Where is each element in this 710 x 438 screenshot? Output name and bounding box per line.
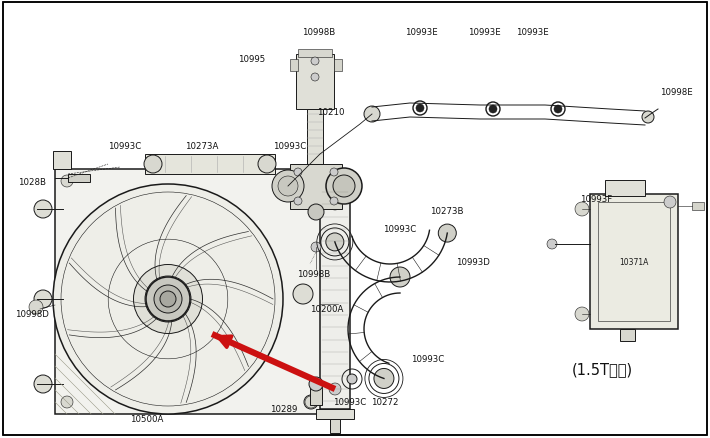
Circle shape xyxy=(304,395,318,409)
Circle shape xyxy=(29,300,43,314)
Circle shape xyxy=(258,155,276,173)
Circle shape xyxy=(145,276,191,322)
Text: 10998E: 10998E xyxy=(660,88,693,97)
Circle shape xyxy=(308,205,324,220)
Text: 10993E: 10993E xyxy=(468,28,501,37)
Text: 10993E: 10993E xyxy=(405,28,438,37)
Circle shape xyxy=(347,374,357,384)
Circle shape xyxy=(329,198,341,211)
Circle shape xyxy=(554,106,562,114)
Circle shape xyxy=(364,107,380,123)
Text: 10289: 10289 xyxy=(270,404,297,413)
Bar xyxy=(307,110,323,165)
Circle shape xyxy=(305,396,317,408)
Circle shape xyxy=(294,169,302,177)
Circle shape xyxy=(304,175,318,189)
Circle shape xyxy=(34,201,52,219)
Text: 10500A: 10500A xyxy=(130,414,163,423)
Text: 10993C: 10993C xyxy=(108,141,141,151)
Text: 10993D: 10993D xyxy=(456,258,490,266)
Circle shape xyxy=(154,285,182,313)
Circle shape xyxy=(272,171,304,202)
Circle shape xyxy=(326,169,362,205)
Bar xyxy=(55,170,323,414)
Circle shape xyxy=(34,290,52,308)
Text: 10998D: 10998D xyxy=(15,309,49,318)
Circle shape xyxy=(575,307,589,321)
Circle shape xyxy=(309,377,323,391)
Text: 10993F: 10993F xyxy=(580,194,612,204)
Circle shape xyxy=(61,396,73,408)
Bar xyxy=(68,175,90,183)
Text: 10993E: 10993E xyxy=(516,28,549,37)
Bar xyxy=(290,165,342,209)
Text: 10272: 10272 xyxy=(371,397,398,406)
Bar xyxy=(290,60,298,72)
Bar xyxy=(330,419,340,433)
Circle shape xyxy=(547,240,557,249)
Text: 10998B: 10998B xyxy=(302,28,335,37)
Bar xyxy=(590,194,678,329)
Circle shape xyxy=(326,233,344,251)
Text: 10993C: 10993C xyxy=(333,397,366,406)
Bar xyxy=(296,55,334,110)
Text: 10998B: 10998B xyxy=(297,269,330,279)
Circle shape xyxy=(642,112,654,124)
Circle shape xyxy=(575,202,589,216)
Circle shape xyxy=(53,184,283,414)
Circle shape xyxy=(133,265,202,334)
Bar xyxy=(692,202,704,211)
Text: (1.5T车型): (1.5T车型) xyxy=(572,362,633,377)
Bar xyxy=(598,202,670,321)
Bar xyxy=(334,60,342,72)
Circle shape xyxy=(61,176,73,187)
Circle shape xyxy=(305,176,317,187)
Circle shape xyxy=(416,105,424,113)
Text: 1028B: 1028B xyxy=(18,177,46,187)
Text: 10993C: 10993C xyxy=(273,141,306,151)
Circle shape xyxy=(311,74,319,82)
Text: 10273A: 10273A xyxy=(185,141,219,151)
Bar xyxy=(620,329,635,341)
Circle shape xyxy=(438,225,457,243)
Bar xyxy=(53,152,71,170)
Circle shape xyxy=(293,284,313,304)
Bar xyxy=(310,387,322,405)
Text: 10200A: 10200A xyxy=(310,304,344,313)
Bar xyxy=(145,155,275,175)
Text: 10995: 10995 xyxy=(238,55,266,64)
Circle shape xyxy=(160,291,176,307)
Circle shape xyxy=(489,106,497,114)
Circle shape xyxy=(34,375,52,393)
Text: 10993C: 10993C xyxy=(383,225,416,233)
Circle shape xyxy=(390,267,410,287)
Circle shape xyxy=(330,169,338,177)
Bar xyxy=(320,184,350,409)
Text: 10210: 10210 xyxy=(317,108,344,117)
Circle shape xyxy=(664,197,676,208)
Circle shape xyxy=(330,198,338,205)
Text: 10371A: 10371A xyxy=(619,258,649,266)
Circle shape xyxy=(294,198,302,205)
Bar xyxy=(316,409,354,419)
Circle shape xyxy=(333,176,355,198)
Text: 10993C: 10993C xyxy=(411,354,444,363)
Text: 10273B: 10273B xyxy=(430,207,464,215)
Circle shape xyxy=(278,177,298,197)
Circle shape xyxy=(311,243,321,252)
Circle shape xyxy=(311,58,319,66)
Bar xyxy=(316,177,354,187)
Bar xyxy=(298,50,332,58)
Circle shape xyxy=(329,383,341,395)
Circle shape xyxy=(146,277,190,321)
Circle shape xyxy=(144,155,162,173)
Bar xyxy=(605,180,645,197)
Circle shape xyxy=(374,369,394,389)
